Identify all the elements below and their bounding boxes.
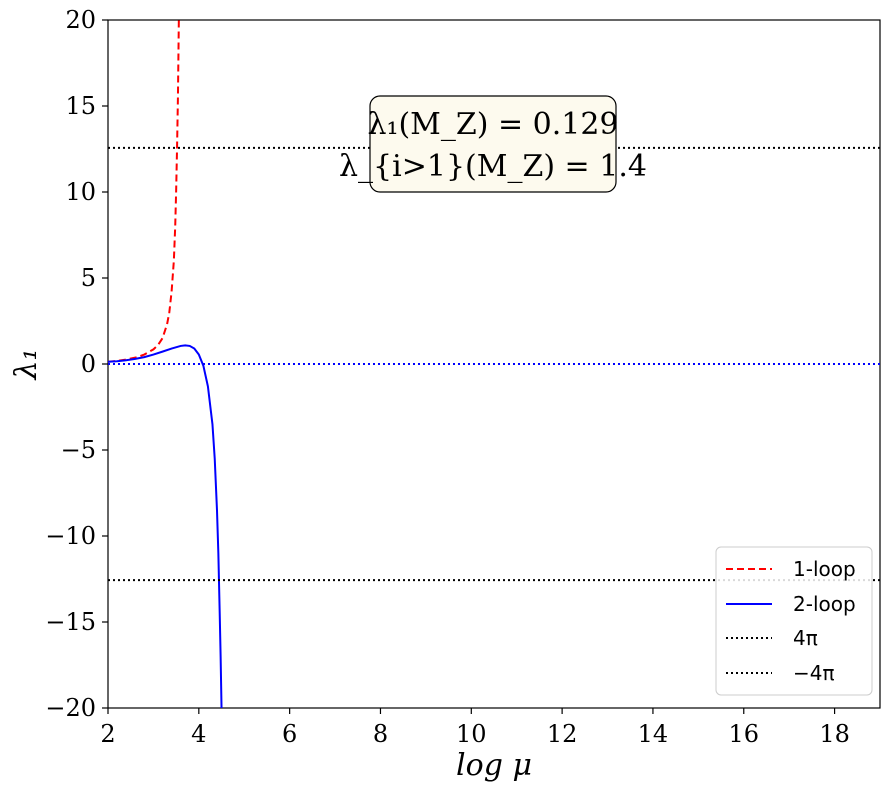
y-tick-label: −10 (45, 522, 96, 550)
legend-frame (715, 546, 873, 696)
legend: 1-loop 2-loop 4π −4π (715, 546, 873, 696)
y-tick-label: −5 (61, 436, 96, 464)
y-tick-label: 10 (65, 178, 96, 206)
x-tick-label: 14 (638, 720, 669, 748)
y-axis-label: λ₁ (9, 348, 44, 380)
x-tick-label: 12 (547, 720, 578, 748)
y-tick-label: −20 (45, 694, 96, 722)
y-tick-label: 15 (65, 92, 96, 120)
series-1loop-line (107, 19, 180, 363)
x-tick-label: 4 (191, 720, 206, 748)
x-tick-label: 10 (456, 720, 487, 748)
x-tick-label: 16 (728, 720, 759, 748)
y-tick-label: 0 (81, 350, 96, 378)
x-tick-label: 8 (373, 720, 388, 748)
legend-label-1loop: 1-loop (793, 557, 856, 581)
legend-label-4pi: 4π (793, 626, 818, 650)
x-tick-label: 2 (100, 720, 115, 748)
annotation-line1: λ₁(M_Z) = 0.129 (367, 107, 618, 142)
y-tick-label: −15 (45, 608, 96, 636)
y-tick-label: 5 (81, 264, 96, 292)
annotation-box: λ₁(M_Z) = 0.129 λ_{i>1}(M_Z) = 1.4 (339, 95, 647, 193)
x-tick-label: 18 (819, 720, 850, 748)
series-2loop-line (107, 344, 223, 709)
y-tick-label: 20 (65, 6, 96, 34)
annotation-line2: λ_{i>1}(M_Z) = 1.4 (339, 149, 647, 184)
x-axis-label: log μ (456, 748, 532, 783)
annotation-background (369, 95, 617, 193)
x-tick-label: 6 (282, 720, 297, 748)
legend-label-2loop: 2-loop (793, 592, 856, 616)
legend-label-minus4pi: −4π (793, 661, 835, 685)
